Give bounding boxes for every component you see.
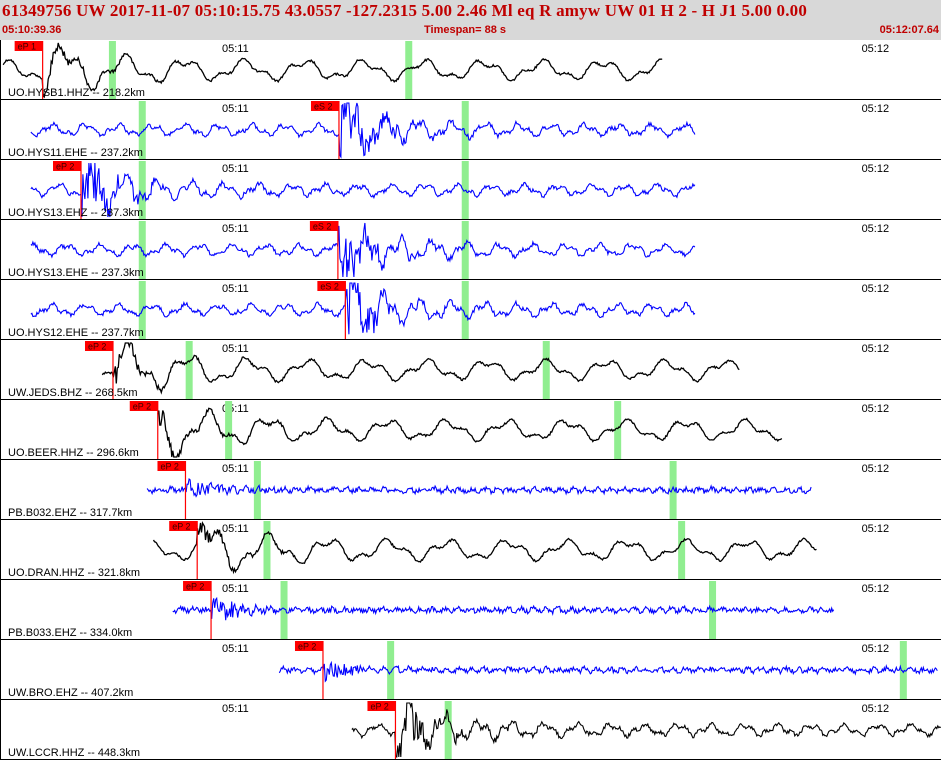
pick-label: eP 2 <box>172 522 190 532</box>
phase-marker <box>669 461 677 519</box>
pick-flag <box>53 161 82 171</box>
time-tick-label: 05:12 <box>862 103 890 115</box>
time-tick-label: 05:12 <box>862 643 890 655</box>
station-label: UO.HYS11.EHE -- 237.2km <box>8 147 143 159</box>
time-tick-label: 05:12 <box>862 523 890 535</box>
time-tick-label: 05:11 <box>222 43 249 55</box>
phase-marker <box>138 221 146 279</box>
station-label: UW.LCCR.HHZ -- 448.3km <box>8 747 140 759</box>
phase-marker <box>614 401 622 459</box>
phase-marker <box>263 521 271 579</box>
time-tick-label: 05:11 <box>222 703 249 715</box>
waveform-trace <box>30 282 696 335</box>
waveform-trace <box>152 520 817 575</box>
time-tick-label: 05:11 <box>222 283 249 295</box>
time-tick-label: 05:12 <box>862 583 890 595</box>
pick-label: eP 2 <box>298 642 316 652</box>
pick-label: eP 1 <box>18 42 36 52</box>
station-label: UO.HYS13.EHZ -- 237.3km <box>8 207 143 219</box>
waveform-trace <box>172 596 835 621</box>
pick-flag <box>309 221 338 231</box>
pick-label: eS 2 <box>314 102 333 112</box>
pick-label: eP 2 <box>133 402 151 412</box>
time-tick-label: 05:11 <box>222 343 249 355</box>
pick-flag <box>84 341 113 351</box>
time-tick-label: 05:11 <box>222 643 249 655</box>
station-label: UO.BEER.HHZ -- 296.6km <box>8 447 139 459</box>
station-label: UO.DRAN.HHZ -- 321.8km <box>8 567 140 579</box>
phase-marker <box>461 101 469 159</box>
station-label: UW.JEDS.BHZ -- 268.5km <box>8 387 138 399</box>
phase-marker <box>678 521 686 579</box>
pick-flag <box>157 461 186 471</box>
station-label: UO.HYSB1.HHZ -- 218.2km <box>8 87 145 99</box>
time-tick-label: 05:12 <box>862 43 890 55</box>
waveform-trace <box>157 407 783 458</box>
phase-marker <box>138 161 146 219</box>
time-tick-label: 05:11 <box>222 583 249 595</box>
phase-marker <box>405 41 413 99</box>
time-tick-label: 05:11 <box>222 103 249 115</box>
station-label: UW.BRO.EHZ -- 407.2km <box>8 687 133 699</box>
phase-marker <box>185 341 193 399</box>
pick-flag <box>183 581 212 591</box>
time-tick-label: 05:11 <box>222 163 249 175</box>
time-tick-label: 05:11 <box>222 523 249 535</box>
seismogram-plot: 05:11 05:12 eP 1 UO.HYSB1.HHZ -- 218.2km 05:… <box>0 40 941 760</box>
phase-marker <box>225 401 233 459</box>
time-tick-label: 05:12 <box>862 223 890 235</box>
pick-label: eP 2 <box>160 462 178 472</box>
pick-flag <box>317 281 346 291</box>
waveform-trace <box>30 162 696 218</box>
phase-marker <box>461 281 469 339</box>
pick-label: eS 2 <box>313 222 332 232</box>
phase-marker <box>461 221 469 279</box>
pick-label: eP 2 <box>88 342 106 352</box>
phase-marker <box>387 641 395 699</box>
waveform-trace <box>278 660 938 683</box>
station-label: UO.HYS13.EHE -- 237.3km <box>8 267 144 279</box>
time-tick-label: 05:11 <box>222 463 249 475</box>
pick-flag <box>294 641 323 651</box>
station-label: PB.B032.EHZ -- 317.7km <box>8 507 132 519</box>
pick-flag <box>129 401 158 411</box>
start-time: 05:10:39.36 <box>2 24 62 36</box>
waveform-trace <box>351 702 941 758</box>
pick-label: eP 2 <box>370 702 388 712</box>
waveform-trace <box>2 42 663 99</box>
end-time: 05:12:07.64 <box>879 24 939 36</box>
time-tick-label: 05:12 <box>862 283 890 295</box>
pick-label: eS 2 <box>320 282 339 292</box>
event-header: 61349756 UW 2017-11-07 05:10:15.75 43.05… <box>0 0 941 40</box>
time-tick-label: 05:12 <box>862 403 890 415</box>
pick-label: eP 2 <box>186 582 204 592</box>
phase-marker <box>280 581 288 639</box>
event-title: 61349756 UW 2017-11-07 05:10:15.75 43.05… <box>2 1 808 20</box>
pick-flag <box>169 521 198 531</box>
phase-marker <box>899 641 907 699</box>
phase-marker <box>542 341 550 399</box>
pick-flag <box>14 41 43 51</box>
waveform-trace <box>30 222 696 278</box>
time-tick-label: 05:12 <box>862 343 890 355</box>
waveform-trace <box>101 342 740 395</box>
waveform-trace <box>146 477 812 498</box>
timespan-label: Timespan= 88 s <box>424 24 507 36</box>
time-tick-label: 05:12 <box>862 703 890 715</box>
phase-marker <box>444 701 452 759</box>
phase-marker <box>253 461 261 519</box>
pick-flag <box>367 701 396 711</box>
waveform-trace <box>30 102 696 159</box>
pick-label: eP 2 <box>56 162 74 172</box>
time-tick-label: 05:12 <box>862 163 890 175</box>
time-tick-label: 05:11 <box>222 223 249 235</box>
phase-marker <box>138 101 146 159</box>
pick-flag <box>310 101 339 111</box>
station-label: PB.B033.EHZ -- 334.0km <box>8 627 132 639</box>
time-tick-label: 05:12 <box>862 463 890 475</box>
station-label: UO.HYS12.EHE -- 237.7km <box>8 327 144 339</box>
